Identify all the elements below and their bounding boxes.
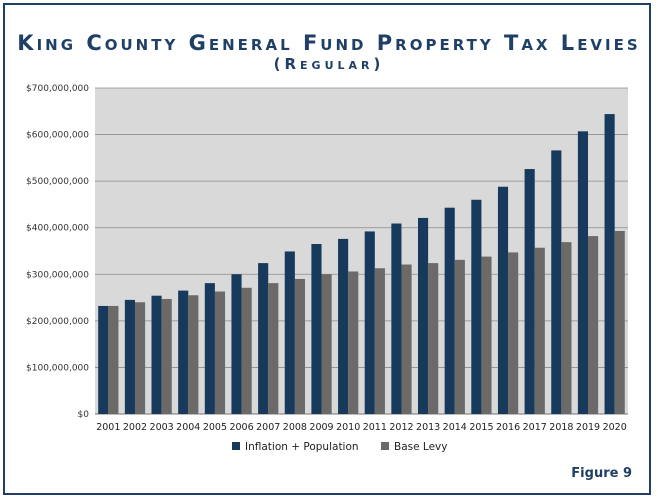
bar-inflation-population — [204, 283, 215, 414]
bar-inflation-population — [471, 199, 482, 414]
y-tick-label: $400,000,000 — [26, 224, 89, 234]
bar-base-levy — [134, 302, 146, 414]
y-tick-label: $600,000,000 — [26, 131, 89, 141]
bar-inflation-population — [444, 207, 455, 414]
y-tick-label: $0 — [78, 410, 90, 420]
x-tick-label: 2020 — [603, 422, 627, 433]
y-tick-label: $200,000,000 — [26, 317, 89, 327]
y-tick-label: $700,000,000 — [26, 84, 89, 94]
x-tick-label: 2006 — [229, 422, 253, 433]
bar-base-levy — [534, 247, 545, 414]
x-tick-label: 2013 — [416, 422, 440, 433]
bar-inflation-population — [577, 131, 589, 414]
bar-inflation-population — [231, 274, 242, 414]
x-tick-label: 2003 — [150, 422, 174, 433]
bar-inflation-population — [604, 114, 615, 414]
bar-base-levy — [268, 283, 279, 414]
bar-inflation-population — [98, 305, 109, 414]
bar-base-levy — [401, 264, 412, 414]
x-tick-label: 2001 — [96, 422, 120, 433]
x-tick-label: 2007 — [256, 422, 280, 433]
bar-inflation-population — [258, 263, 269, 414]
y-tick-label: $100,000,000 — [26, 363, 89, 373]
figure-frame — [3, 3, 651, 495]
bar-base-levy — [508, 252, 519, 414]
x-tick-label: 2017 — [523, 422, 547, 433]
bar-base-levy — [241, 287, 252, 414]
x-tick-label: 2010 — [336, 422, 360, 433]
legend-swatch-base — [381, 442, 389, 450]
bar-base-levy — [428, 263, 439, 414]
bar-inflation-population — [551, 150, 562, 415]
bar-base-levy — [348, 271, 359, 414]
legend-swatch-inflation — [232, 442, 240, 450]
plot-area — [95, 88, 628, 414]
x-tick-label: 2005 — [203, 422, 227, 433]
bar-inflation-population — [151, 295, 162, 414]
x-tick-label: 2018 — [549, 422, 573, 433]
bar-base-levy — [561, 242, 572, 414]
x-tick-label: 2016 — [496, 422, 520, 433]
bar-base-levy — [214, 291, 226, 414]
bar-inflation-population — [284, 251, 295, 414]
bar-base-levy — [321, 274, 332, 414]
x-tick-label: 2009 — [309, 422, 333, 433]
x-tick-label: 2019 — [576, 422, 600, 433]
bar-inflation-population — [364, 231, 375, 414]
y-tick-label: $500,000,000 — [26, 177, 89, 187]
x-tick-label: 2004 — [176, 422, 200, 433]
bar-base-levy — [588, 236, 599, 414]
bar-inflation-population — [311, 244, 322, 414]
bar-inflation-population — [124, 299, 135, 414]
x-tick-label: 2002 — [123, 422, 147, 433]
figure-label: Figure 9 — [571, 466, 632, 481]
legend-label-base: Base Levy — [394, 441, 447, 453]
chart-title: King County General Fund Property Tax Le… — [17, 31, 641, 55]
x-tick-label: 2015 — [469, 422, 493, 433]
bar-base-levy — [374, 268, 385, 414]
bar-inflation-population — [497, 186, 509, 414]
bar-base-levy — [481, 256, 492, 414]
x-tick-label: 2014 — [443, 422, 467, 433]
bar-inflation-population — [524, 169, 535, 414]
bar-base-levy — [108, 305, 119, 414]
x-tick-label: 2011 — [363, 422, 387, 433]
bar-inflation-population — [178, 290, 189, 414]
bar-inflation-population — [417, 217, 429, 414]
bar-base-levy — [161, 298, 172, 414]
bar-base-levy — [294, 278, 306, 414]
bar-base-levy — [454, 259, 465, 414]
x-tick-label: 2012 — [389, 422, 413, 433]
bar-inflation-population — [391, 223, 402, 414]
bar-base-levy — [614, 230, 625, 414]
bar-base-levy — [188, 295, 199, 414]
bar-inflation-population — [338, 238, 349, 414]
y-tick-label: $300,000,000 — [26, 270, 89, 280]
chart-subtitle: (Regular) — [273, 55, 385, 73]
x-tick-label: 2008 — [283, 422, 307, 433]
legend-label-inflation: Inflation + Population — [245, 441, 359, 453]
